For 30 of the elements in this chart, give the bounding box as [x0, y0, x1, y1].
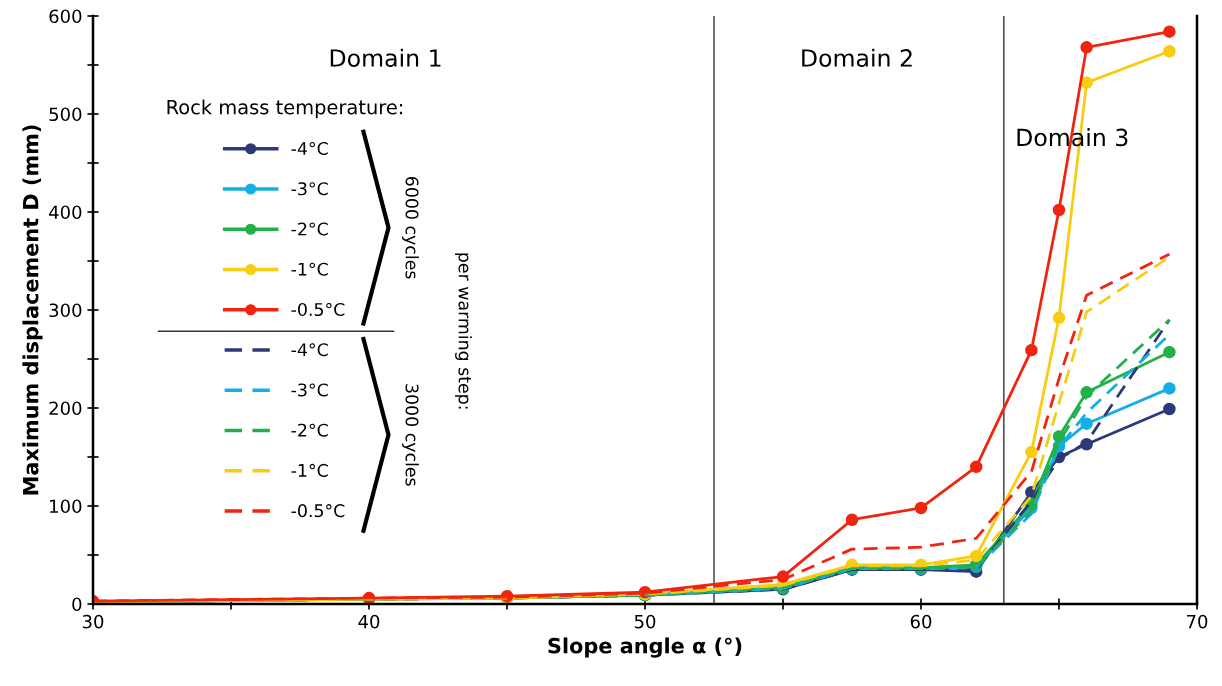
x-tick-label: 60 [910, 614, 932, 629]
annotation: 6000 cycles [402, 177, 419, 279]
legend-label: -1°C [291, 262, 328, 276]
annotation: per warming step: [455, 253, 472, 409]
x-tick-label: 50 [634, 614, 656, 629]
x-tick-label: 70 [1186, 614, 1208, 629]
y-tick-label: 600 [49, 9, 82, 24]
legend-title: Rock mass temperature: [167, 99, 403, 119]
legend-label: -3°C [291, 383, 328, 397]
x-tick-label: 30 [82, 614, 104, 629]
x-axis-title: Slope angle α (°) [548, 637, 742, 658]
x-tick-label: 40 [358, 614, 380, 629]
annotation: 3000 cycles [402, 384, 419, 486]
y-tick-label: 400 [49, 205, 82, 220]
legend-label: -0.5°C [291, 302, 345, 317]
y-tick-label: 100 [50, 499, 82, 514]
y-tick-label: 500 [49, 107, 82, 122]
legend-label: -4°C [291, 343, 328, 357]
legend-label: -2°C [291, 222, 328, 236]
annotation: Domain 2 [802, 48, 912, 67]
annotation: Domain 1 [330, 48, 441, 67]
y-tick-label: 300 [49, 303, 82, 318]
y-axis-title: Maximum displacement D (mm) [22, 125, 43, 495]
y-tick-label: 200 [49, 401, 82, 416]
legend-label: -4°C [291, 141, 328, 156]
legend-label: -2°C [291, 423, 328, 437]
y-tick-label: 0 [72, 597, 82, 612]
legend-label: -0.5°C [291, 504, 345, 518]
legend-label: -3°C [291, 182, 328, 196]
legend-label: -1°C [291, 463, 328, 477]
